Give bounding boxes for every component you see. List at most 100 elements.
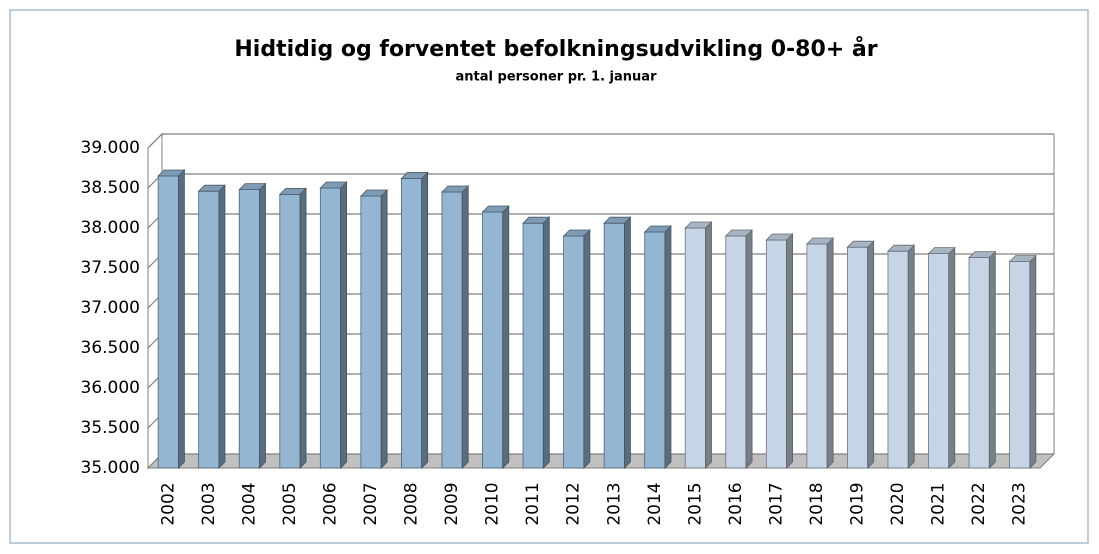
bar	[806, 243, 828, 469]
x-tick-label: 2006	[320, 482, 340, 525]
y-tick-label: 35.000	[81, 458, 140, 478]
bar-side	[178, 169, 185, 469]
bar-side	[1029, 254, 1037, 469]
x-tick-label: 2003	[199, 482, 219, 525]
bar-side	[948, 246, 956, 469]
x-tick-label: 2009	[442, 482, 462, 525]
bar-top	[846, 240, 875, 248]
bar-top	[522, 216, 551, 224]
bar	[765, 239, 787, 469]
bar-top	[1008, 255, 1037, 263]
bar-top	[968, 251, 997, 259]
x-tick-label: 2018	[807, 482, 827, 525]
x-tick-label: 2016	[726, 482, 746, 525]
x-tick-label: 2017	[766, 482, 786, 525]
bar	[157, 175, 179, 469]
y-tick-label: 35.500	[81, 418, 140, 438]
bar	[603, 222, 625, 469]
y-tick-label: 36.000	[81, 378, 140, 398]
x-tick-label: 2022	[969, 482, 989, 525]
bar-top	[440, 185, 470, 193]
bar-side	[907, 244, 915, 469]
bar-side	[705, 221, 712, 469]
y-tick-label: 36.500	[81, 338, 140, 358]
bar	[968, 257, 990, 469]
bar-side	[380, 189, 388, 469]
bar	[684, 227, 706, 469]
bar-side	[542, 216, 550, 469]
x-tick-label: 2005	[280, 482, 300, 525]
bar-top	[684, 221, 713, 229]
bar	[279, 193, 301, 469]
bar-top	[319, 181, 348, 189]
bar-side	[664, 225, 672, 469]
bar-top	[805, 237, 835, 245]
x-tick-label: 2004	[239, 482, 259, 525]
bar-side	[259, 182, 266, 469]
bar-top	[238, 183, 267, 191]
bar	[887, 250, 909, 469]
bar-side	[461, 185, 469, 469]
bar-side	[218, 184, 226, 469]
bar	[360, 195, 382, 469]
chart-subtitle: antal personer pr. 1. januar	[456, 70, 658, 85]
y-tick-label: 37.500	[81, 258, 140, 278]
x-tick-label: 2012	[564, 482, 584, 525]
grid-line	[147, 133, 1054, 149]
y-tick-label: 39.000	[81, 138, 140, 158]
bar	[238, 189, 260, 469]
bar	[725, 235, 747, 469]
bar	[1009, 261, 1031, 469]
x-tick-label: 2002	[158, 482, 178, 525]
bar-top	[927, 247, 956, 255]
bar-side	[624, 216, 631, 469]
y-tick-label: 37.000	[81, 298, 140, 318]
bar-side	[583, 229, 591, 469]
bar-side	[299, 187, 307, 469]
x-tick-label: 2010	[483, 482, 503, 525]
x-tick-label: 2015	[685, 482, 705, 525]
y-tick-label: 38.000	[81, 218, 140, 238]
x-tick-label: 2013	[604, 482, 624, 525]
x-tick-label: 2008	[402, 482, 422, 525]
bar-top	[481, 205, 510, 213]
bar-top	[157, 169, 186, 177]
bar-top	[724, 229, 754, 237]
bar	[563, 235, 585, 469]
bar-top	[359, 189, 389, 197]
x-tick-label: 2023	[1010, 482, 1030, 525]
x-tick-label: 2020	[888, 482, 908, 525]
bar-top	[400, 171, 429, 179]
bar	[522, 222, 544, 469]
bar	[198, 190, 220, 469]
bar-top	[643, 225, 672, 233]
x-tick-label: 2019	[848, 482, 868, 525]
x-tick-label: 2007	[361, 482, 381, 525]
bar	[482, 211, 504, 469]
bar-side	[826, 237, 834, 469]
bar-side	[867, 240, 875, 469]
bar-top	[765, 233, 794, 241]
bar-side	[745, 229, 753, 469]
bar-top	[278, 187, 308, 195]
bar	[401, 177, 423, 469]
bar-top	[886, 244, 916, 252]
chart-title: Hidtidig og forventet befolkningsudvikli…	[234, 36, 877, 62]
bar	[319, 187, 341, 469]
bar-side	[502, 205, 510, 469]
bar	[441, 191, 463, 469]
x-tick-label: 2011	[523, 482, 543, 525]
x-tick-label: 2014	[645, 482, 665, 525]
bar	[847, 246, 869, 469]
bar-side	[340, 181, 347, 469]
y-tick-label: 38.500	[81, 178, 140, 198]
x-tick-label: 2021	[929, 482, 949, 525]
bar-side	[421, 171, 429, 469]
bar	[928, 253, 950, 469]
bar-top	[603, 216, 632, 224]
bar-side	[786, 233, 793, 469]
bar	[644, 231, 666, 469]
bar-top	[197, 184, 226, 192]
bar-side	[988, 250, 996, 469]
